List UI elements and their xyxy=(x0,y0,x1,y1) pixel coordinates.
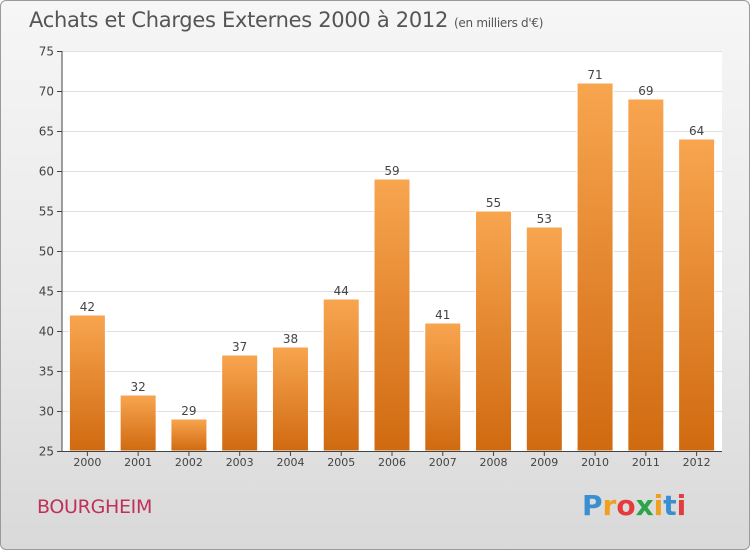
bar-2007 xyxy=(424,322,462,452)
bar-value-label: 38 xyxy=(283,332,298,346)
x-tick-label: 2002 xyxy=(175,456,203,469)
bar-2003 xyxy=(221,354,259,452)
x-tick-label: 2003 xyxy=(226,456,254,469)
logo-letter: x xyxy=(635,489,654,522)
logo-letter: o xyxy=(616,489,636,522)
bar-value-label: 37 xyxy=(232,340,247,354)
bar-2012 xyxy=(678,138,716,452)
y-tick-label: 50 xyxy=(39,245,54,259)
bar-2005 xyxy=(322,298,360,452)
bar-value-label: 59 xyxy=(384,164,399,178)
x-tick-label: 2010 xyxy=(581,456,609,469)
y-tick-label: 70 xyxy=(39,85,54,99)
y-axis-ticks: 25 30 35 40 45 50 55 60 65 70 75 xyxy=(39,45,62,459)
chart-title: Achats et Charges Externes 2000 à 2012 (e… xyxy=(29,8,543,32)
x-tick-label: 2009 xyxy=(530,456,558,469)
x-tick-label: 2006 xyxy=(378,456,406,469)
y-tick-label: 40 xyxy=(39,325,54,339)
y-tick-label: 35 xyxy=(39,365,54,379)
x-tick-label: 2007 xyxy=(429,456,457,469)
bar-value-label: 53 xyxy=(537,212,552,226)
bar-value-label: 44 xyxy=(334,284,349,298)
bar-2009 xyxy=(525,226,563,452)
y-tick-label: 75 xyxy=(39,45,54,59)
y-tick-label: 60 xyxy=(39,165,54,179)
x-tick-label: 2005 xyxy=(327,456,355,469)
y-tick-label: 30 xyxy=(39,405,54,419)
bar-value-label: 69 xyxy=(638,84,653,98)
bar-2011 xyxy=(627,98,665,452)
y-tick-label: 55 xyxy=(39,205,54,219)
x-axis-ticks: 2000 2001 2002 2003 2004 2005 2006 2007 2008 2009… xyxy=(73,451,711,469)
y-tick-label: 25 xyxy=(39,445,54,459)
y-tick-label: 65 xyxy=(39,125,54,139)
bar-2002 xyxy=(170,418,208,452)
bar-value-label: 71 xyxy=(587,68,602,82)
bar-2000 xyxy=(68,314,106,452)
bar-value-label: 41 xyxy=(435,308,450,322)
bar-2006 xyxy=(373,178,411,452)
bar-2001 xyxy=(119,394,157,452)
bar-2008 xyxy=(475,210,513,452)
bar-value-label: 32 xyxy=(131,380,146,394)
logo-letter: t xyxy=(663,489,677,522)
bar-value-label: 55 xyxy=(486,196,501,210)
logo-letter: i xyxy=(676,489,687,522)
x-tick-label: 2001 xyxy=(124,456,152,469)
x-tick-label: 2012 xyxy=(683,456,711,469)
x-tick-label: 2000 xyxy=(73,456,101,469)
bar-value-label: 64 xyxy=(689,124,704,138)
logo-letter: r xyxy=(602,489,617,522)
chart-subtitle: (en milliers d'€) xyxy=(454,16,544,30)
bar-value-label: 42 xyxy=(80,300,95,314)
logo-letter: i xyxy=(653,489,664,522)
logo-letter: P xyxy=(582,489,603,522)
location-label: BOURGHEIM xyxy=(37,496,153,518)
bar-2010 xyxy=(576,82,614,452)
x-tick-label: 2011 xyxy=(632,456,660,469)
y-tick-label: 45 xyxy=(39,285,54,299)
bar-2004 xyxy=(271,346,309,452)
proxiti-logo: Proxiti xyxy=(582,489,686,522)
x-tick-label: 2004 xyxy=(276,456,304,469)
x-tick-label: 2008 xyxy=(480,456,508,469)
bars: 42 32 29 37 38 44 59 41 55 53 71 69 64 xyxy=(68,68,716,452)
title-text: Achats et Charges Externes 2000 à 2012 xyxy=(29,8,449,32)
bar-value-label: 29 xyxy=(181,404,196,418)
